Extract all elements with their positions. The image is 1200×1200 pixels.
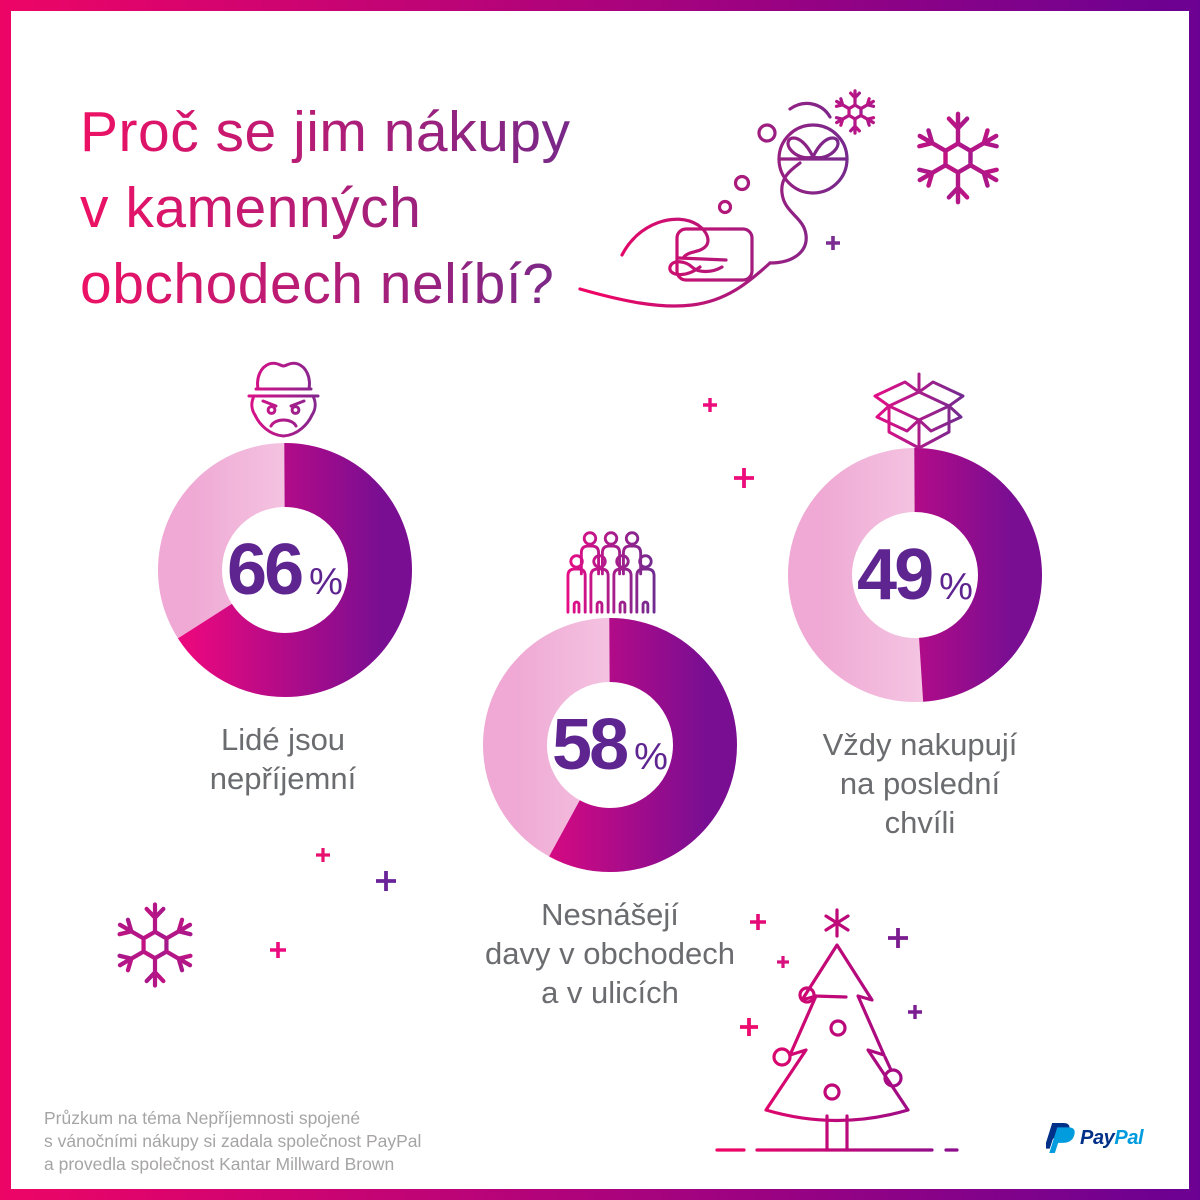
label-line: na poslední	[839, 766, 1001, 801]
hand-palm-line	[620, 217, 710, 259]
donut-value-arc	[788, 448, 1042, 702]
label-line: davy v obchodech	[485, 936, 735, 971]
label-line: Nesnášejí	[541, 897, 679, 932]
plus-sparkle-icon	[376, 871, 396, 891]
donut-value: 49 %	[788, 448, 1042, 702]
donut-chart-2: 58 %	[483, 618, 737, 872]
angry-man-icon	[247, 361, 320, 438]
paypal-wordmark: PayPal	[1080, 1126, 1144, 1150]
frown-mouth	[269, 418, 298, 428]
ornament	[772, 1047, 792, 1067]
eye	[266, 405, 277, 415]
christmas-tree-icon	[715, 908, 959, 1152]
plus-sparkle-icon	[270, 942, 286, 958]
donut-value-number: 66	[227, 530, 304, 610]
hat-crown-line	[256, 361, 311, 391]
ribbon-curl-line	[668, 260, 724, 277]
donut-rings	[483, 618, 737, 872]
gift-card-line	[677, 256, 728, 262]
donut-label-1: Lidé jsou nepříjemní	[123, 720, 443, 798]
hand-gift-card-icon	[578, 101, 849, 308]
box-front-left-flap	[875, 404, 921, 433]
paypal-logo: PayPal	[1046, 1120, 1144, 1156]
angry-eyebrows	[261, 399, 306, 408]
donut-value-number: 58	[552, 705, 629, 785]
plus-sparkle-icon	[777, 956, 789, 968]
donut-chart-3: 49 %	[788, 448, 1042, 702]
plus-sparkle-icon	[740, 1018, 758, 1036]
tree-star	[824, 908, 850, 938]
paypal-monogram-icon	[1046, 1123, 1075, 1153]
label-line: chvíli	[884, 805, 956, 840]
donut-rings	[788, 448, 1042, 702]
crowd-icon	[566, 531, 656, 614]
box-front-right-flap	[917, 404, 963, 433]
plus-sparkle-icon	[826, 236, 840, 250]
plus-sparkle-icon	[734, 468, 754, 488]
plus-sparkle-icon	[750, 914, 766, 930]
tree-trunk	[825, 1114, 849, 1152]
ornament-string	[883, 1055, 893, 1072]
box-back-left-flap	[873, 380, 921, 408]
bauble-swash-arc	[788, 101, 832, 119]
face-outline	[250, 394, 317, 438]
label-line: nepříjemní	[209, 761, 357, 796]
bubble	[757, 123, 777, 143]
ribbon-swash-line	[768, 161, 808, 265]
bubble	[717, 199, 733, 215]
plus-sparkle-icon	[316, 848, 330, 862]
plus-sparkle-icon	[908, 1005, 922, 1019]
donut-chart-1: 66 %	[158, 443, 412, 697]
open-box-icon	[873, 372, 965, 450]
gift-card	[675, 227, 754, 282]
donut-value-number: 49	[857, 535, 934, 615]
label-line: Vždy nakupují	[822, 727, 1018, 762]
ornament	[829, 1019, 847, 1037]
label-line: Lidé jsou	[220, 722, 346, 757]
donut-value-unit: %	[634, 736, 668, 778]
source-note: Průzkum na téma Nepříjemnosti spojené s …	[44, 1107, 421, 1176]
eye	[290, 405, 301, 415]
paypal-p-front	[1049, 1127, 1075, 1153]
source-note-line: a provedla společnost Kantar Millward Br…	[44, 1154, 395, 1174]
plus-sparkle-icon	[888, 928, 908, 948]
ornament	[883, 1068, 903, 1088]
box-back-right-flap	[917, 380, 965, 408]
donut-value-arc	[483, 618, 737, 872]
donut-value: 66 %	[158, 443, 412, 697]
label-line: a v ulicích	[541, 975, 679, 1010]
donut-value-arc	[158, 443, 412, 697]
source-note-line: s vánočními nákupy si zadala společnost …	[44, 1131, 422, 1151]
ornament-string	[812, 994, 848, 999]
paypal-word-pay: Pay	[1080, 1126, 1115, 1149]
hand-arm-line	[578, 261, 772, 308]
donut-label-2: Nesnášejí davy v obchodech a v ulicích	[450, 895, 770, 1012]
donut-value-unit: %	[309, 561, 343, 603]
donut-rings	[158, 443, 412, 697]
donut-label-3: Vždy nakupují na poslední chvíli	[760, 725, 1080, 842]
donut-value: 58 %	[483, 618, 737, 872]
donut-value-unit: %	[939, 566, 973, 608]
tree-outline	[764, 943, 910, 1123]
source-note-line: Průzkum na téma Nepříjemnosti spojené	[44, 1108, 361, 1128]
bubble	[733, 174, 751, 192]
ornament	[823, 1083, 841, 1101]
paypal-word-pal: Pal	[1114, 1126, 1144, 1149]
bauble-bow	[786, 136, 840, 160]
plus-sparkle-icon	[703, 398, 717, 412]
